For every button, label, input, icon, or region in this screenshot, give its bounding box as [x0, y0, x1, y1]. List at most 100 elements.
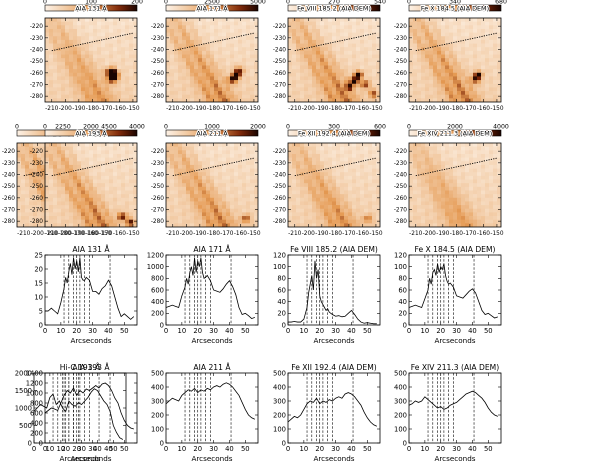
map-pixel: [242, 205, 247, 210]
map-pixel: [53, 28, 58, 33]
map-pixel: [190, 175, 195, 180]
map-pixel: [89, 21, 94, 26]
map-pixel: [77, 146, 82, 151]
map-pixel: [194, 61, 199, 66]
map-pixel: [437, 183, 442, 188]
map-pixel: [336, 201, 341, 206]
map-pixel: [242, 179, 247, 184]
map-xtick-label: -210: [288, 231, 301, 237]
map-pixel: [413, 153, 418, 158]
map-pixel: [174, 212, 179, 217]
map-pixel: [324, 76, 329, 81]
map-pixel: [234, 87, 239, 92]
map-pixel: [437, 157, 442, 162]
map-pixel: [328, 201, 333, 206]
map-pixel: [182, 72, 187, 77]
map-pixel: [493, 32, 498, 37]
colorbar-tick-label: 340: [449, 0, 461, 6]
map-pixel: [166, 146, 171, 151]
map-pixel: [425, 58, 430, 63]
map-pixel: [198, 168, 203, 173]
map-pixel: [300, 76, 305, 81]
map-ytick-label: -280: [394, 94, 407, 100]
map-pixel: [368, 39, 373, 44]
map-pixel: [360, 179, 365, 184]
map-pixel: [105, 72, 110, 77]
map-pixel: [53, 98, 58, 102]
map-pixel: [33, 153, 38, 158]
map-pixel: [65, 143, 70, 147]
map-pixel: [493, 172, 498, 177]
map-pixel: [101, 83, 106, 88]
map-pixel: [453, 58, 458, 63]
map-pixel: [117, 219, 122, 224]
map-pixel: [49, 83, 54, 88]
map-pixel: [368, 208, 373, 213]
map-pixel: [360, 216, 365, 221]
map-pixel: [364, 150, 369, 155]
map-pixel: [372, 219, 377, 224]
map-pixel: [449, 76, 454, 81]
map-xtick-label: -200: [31, 231, 44, 237]
map-pixel: [53, 153, 58, 158]
map-pixel: [316, 58, 321, 63]
map-pixel: [360, 201, 365, 206]
map-pixel: [170, 94, 175, 99]
map-pixel: [190, 80, 195, 85]
map-pixel: [190, 32, 195, 37]
map-pixel: [105, 216, 110, 221]
map-pixel: [417, 39, 422, 44]
map-pixel: [292, 172, 297, 177]
map-pixel: [202, 219, 207, 224]
map-pixel: [421, 179, 426, 184]
map-pixel: [238, 219, 243, 224]
map-pixel: [328, 150, 333, 155]
map-pixel: [178, 21, 183, 26]
map-pixel: [348, 161, 353, 166]
map-pixel: [93, 216, 98, 221]
map-pixel: [481, 54, 486, 59]
map-pixel: [117, 47, 122, 52]
map-pixel: [320, 223, 325, 227]
map-pixel: [344, 58, 349, 63]
map-pixel: [425, 98, 430, 102]
map-pixel: [113, 54, 118, 59]
map-pixel: [109, 179, 114, 184]
map-pixel: [49, 190, 54, 195]
map-pixel: [178, 65, 183, 70]
map-pixel: [190, 91, 195, 96]
map-pixel: [77, 164, 82, 169]
map-pixel: [352, 216, 357, 221]
map-pixel: [117, 36, 122, 41]
map-pixel: [348, 50, 353, 55]
map-pixel: [497, 43, 501, 48]
map-pixel: [409, 146, 414, 151]
map-pixel: [312, 58, 317, 63]
map-pixel: [113, 21, 118, 26]
map-pixel: [81, 208, 86, 213]
map-pixel: [202, 212, 207, 217]
map-pixel: [190, 186, 195, 191]
map-pixel: [178, 208, 183, 213]
map-pixel: [178, 43, 183, 48]
map-pixel: [246, 50, 251, 55]
map-pixel: [109, 54, 114, 59]
map-pixel: [242, 146, 247, 151]
map-pixel: [465, 172, 470, 177]
map-pixel: [445, 43, 450, 48]
map-pixel: [93, 43, 98, 48]
map-pixel: [81, 21, 86, 26]
map-pixel: [316, 18, 321, 22]
map-pixel: [425, 161, 430, 166]
map-pixel: [89, 183, 94, 188]
map-pixel: [73, 69, 78, 74]
map-pixel: [93, 194, 98, 199]
map-ytick-label: -250: [30, 59, 43, 65]
map-pixel: [81, 47, 86, 52]
map-pixel: [324, 87, 329, 92]
map-pixel: [445, 54, 450, 59]
map-pixel: [113, 65, 118, 70]
map-pixel: [445, 161, 450, 166]
map-pixel: [364, 39, 369, 44]
map-pixel: [300, 39, 305, 44]
